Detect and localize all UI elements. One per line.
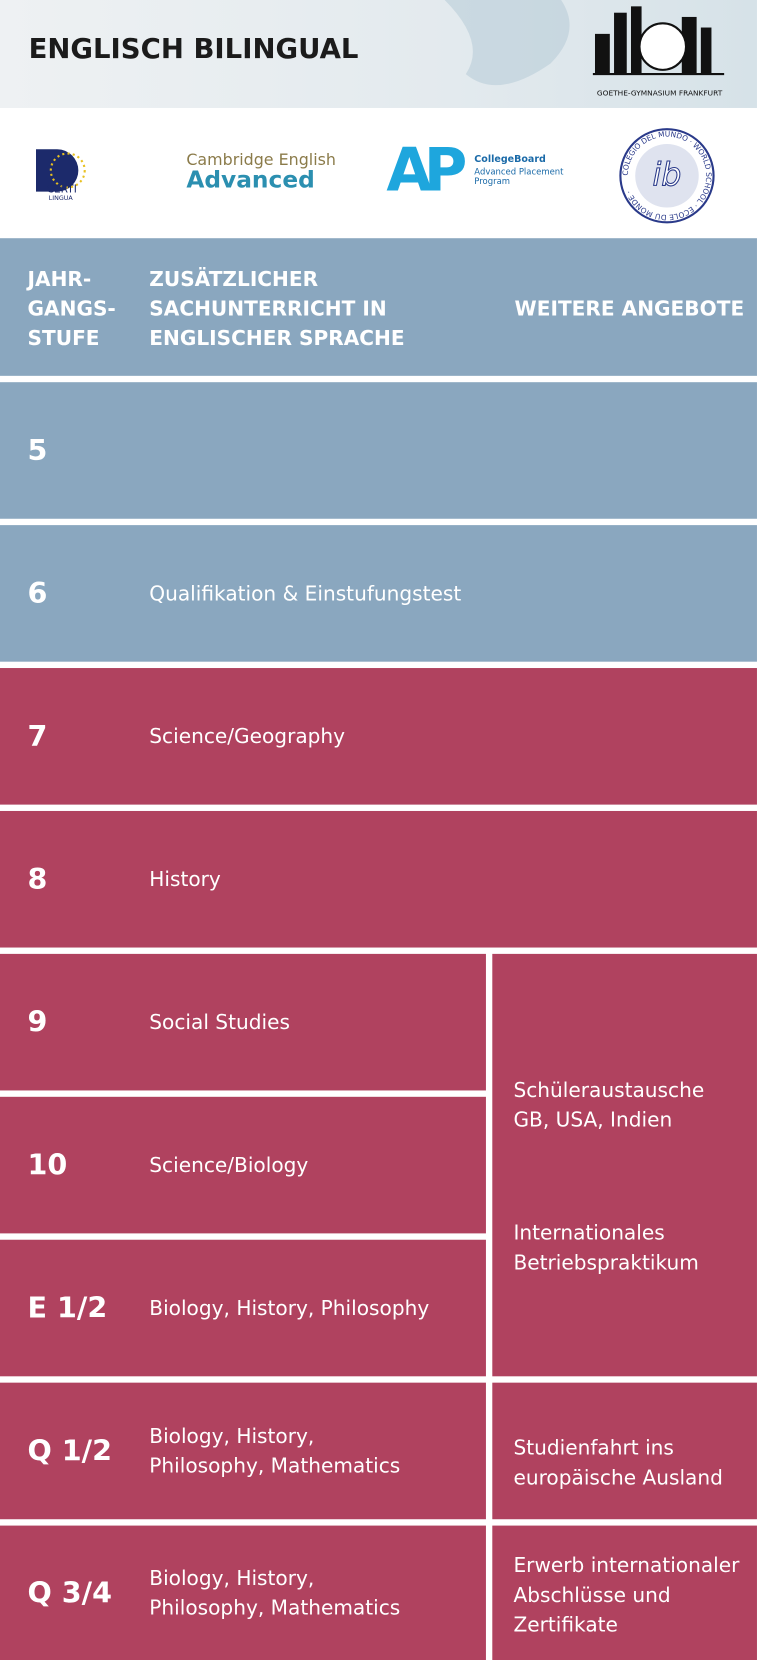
certilingua-sub: LINGUA [48,194,73,203]
table-row: E 1/2 Biology, History, Philosophy [0,1239,486,1377]
map-bg [444,0,570,86]
extras-text: Internationales Betriebspraktikum [513,1221,699,1275]
grade: 5 [27,434,48,467]
title: ENGLISCH BILINGUAL [28,33,359,66]
ib-letters: ib [652,157,681,193]
grade: Q 1/2 [27,1434,113,1468]
subjects: History [149,867,221,891]
table-row: 10 Science/Biology [0,1096,486,1234]
header-col2: ZUSÄTZLICHER SACHUNTERRICHT IN ENGLISCHE… [149,267,405,351]
ap-text2: Program [474,176,511,187]
table-row: 5 [0,382,757,519]
extras-text: Studienfahrt ins europäische Ausland [513,1436,723,1490]
extras-cell: Erwerb internationaler Abschlüsse und Ze… [492,1525,757,1660]
subjects: Social Studies [149,1010,290,1034]
grade: E 1/2 [27,1291,108,1325]
extras-text: Schüleraustausche GB, USA, Indien [513,1078,705,1132]
ap-letters: AP [386,136,467,206]
header: ENGLISCH BILINGUAL GOETHE-GYMNASIUM FRAN… [0,0,757,108]
certilingua-logo [35,149,86,192]
table-row: 8 History [0,810,757,948]
subjects: Science/Geography [149,724,346,748]
extras-cell: Studienfahrt ins europäische Ausland [492,1382,757,1520]
table-row: 7 Science/Geography [0,668,757,805]
subjects: Biology, History, Philosophy, Mathematic… [149,1566,401,1620]
certilingua-text: CERTI [46,184,77,196]
subjects: Biology, History, Philosophy [149,1296,430,1320]
table-row: Q 1/2 Biology, History, Philosophy, Mathe… [0,1382,486,1520]
cambridge-line1: Cambridge English [186,150,336,170]
grade: 7 [27,719,48,753]
extras-cell: Schüleraustausche GB, USA, Indien Interna… [492,953,757,1377]
subjects: Science/Biology [149,1153,309,1177]
table-row: 6 Qualifikation & Einstufungstest [0,525,757,662]
cambridge-line2: Advanced [186,167,315,194]
header-col1: JAHR- GANGS- STUFE [27,267,116,351]
table-header: JAHR- GANGS- STUFE ZUSÄTZLICHER SACHUNTE… [0,238,757,376]
grade: 8 [27,862,48,896]
grade: 9 [27,1005,48,1039]
header-col3: WEITERE ANGEBOTE [514,297,745,321]
ap-collegeboard: CollegeBoard [474,154,546,166]
ib-logo: COLEGIO DEL MUNDO · WORLD SCHOOL · ECOLE… [619,128,715,224]
table-row: 9 Social Studies [0,953,486,1091]
ap-text1: Advanced Placement [474,167,564,177]
extras-text: Erwerb internationaler Abschlüsse und Ze… [513,1554,740,1637]
grade: 10 [27,1148,68,1182]
school-logo [592,6,725,76]
subjects: Qualifikation & Einstufungstest [149,581,462,606]
grade: Q 3/4 [27,1576,113,1610]
grade: 6 [27,576,48,610]
table-row: Q 3/4 Biology, History, Philosophy, Mathe… [0,1525,486,1660]
subjects: Biology, History, Philosophy, Mathematic… [149,1424,401,1478]
logo-band: CERTI LINGUA Cambridge English Advanced … [0,107,757,239]
school-name: GOETHE-GYMNASIUM FRANKFURT [596,88,723,98]
